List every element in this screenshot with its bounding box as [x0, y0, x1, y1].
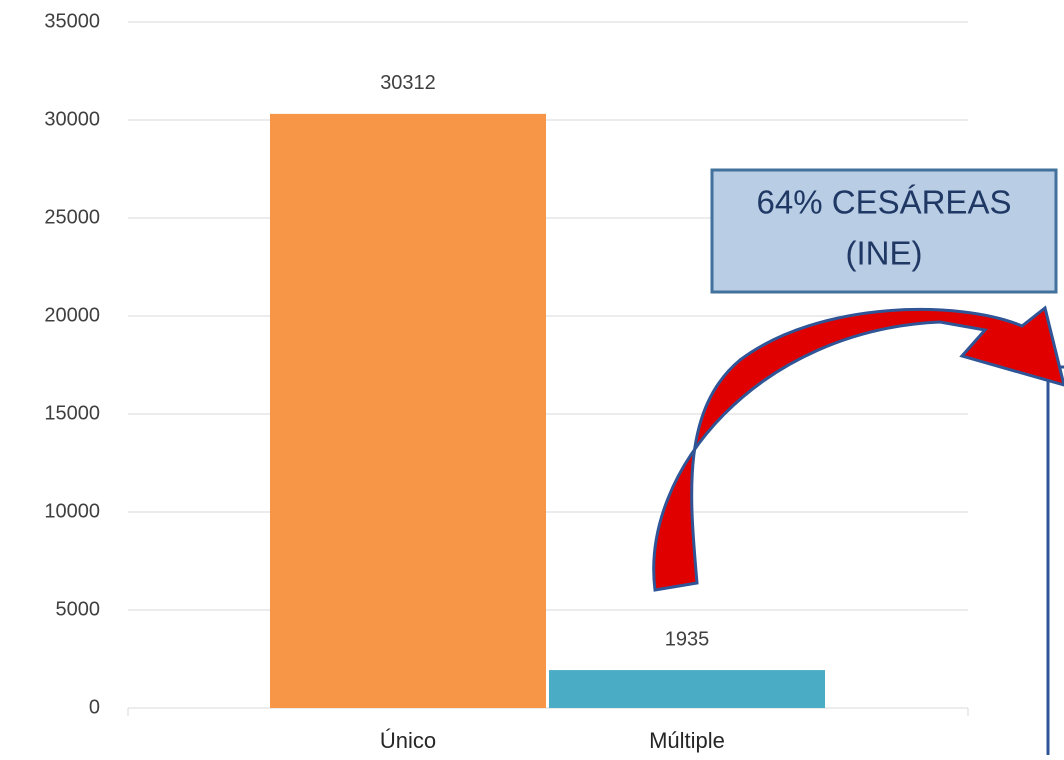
- y-tick-label: 30000: [44, 108, 100, 130]
- x-tick-label: Único: [380, 728, 436, 753]
- annotation-line: 64% CESÁREAS: [757, 184, 1012, 221]
- y-tick-label: 20000: [44, 304, 100, 326]
- data-label: 30312: [380, 72, 436, 94]
- y-tick-label: 35000: [44, 10, 100, 32]
- y-tick-label: 15000: [44, 402, 100, 424]
- bar: [270, 113, 546, 708]
- y-tick-label: 25000: [44, 206, 100, 228]
- y-tick-label: 0: [89, 696, 100, 718]
- x-tick-label: Múltiple: [649, 728, 725, 753]
- bar: [549, 670, 825, 708]
- data-label: 1935: [665, 628, 710, 650]
- y-tick-label: 5000: [56, 598, 101, 620]
- side-box: [1046, 365, 1064, 760]
- arrow: [652, 305, 1064, 592]
- annotation-box: [710, 168, 1058, 294]
- annotation-line: (INE): [846, 235, 923, 272]
- y-tick-label: 10000: [44, 500, 100, 522]
